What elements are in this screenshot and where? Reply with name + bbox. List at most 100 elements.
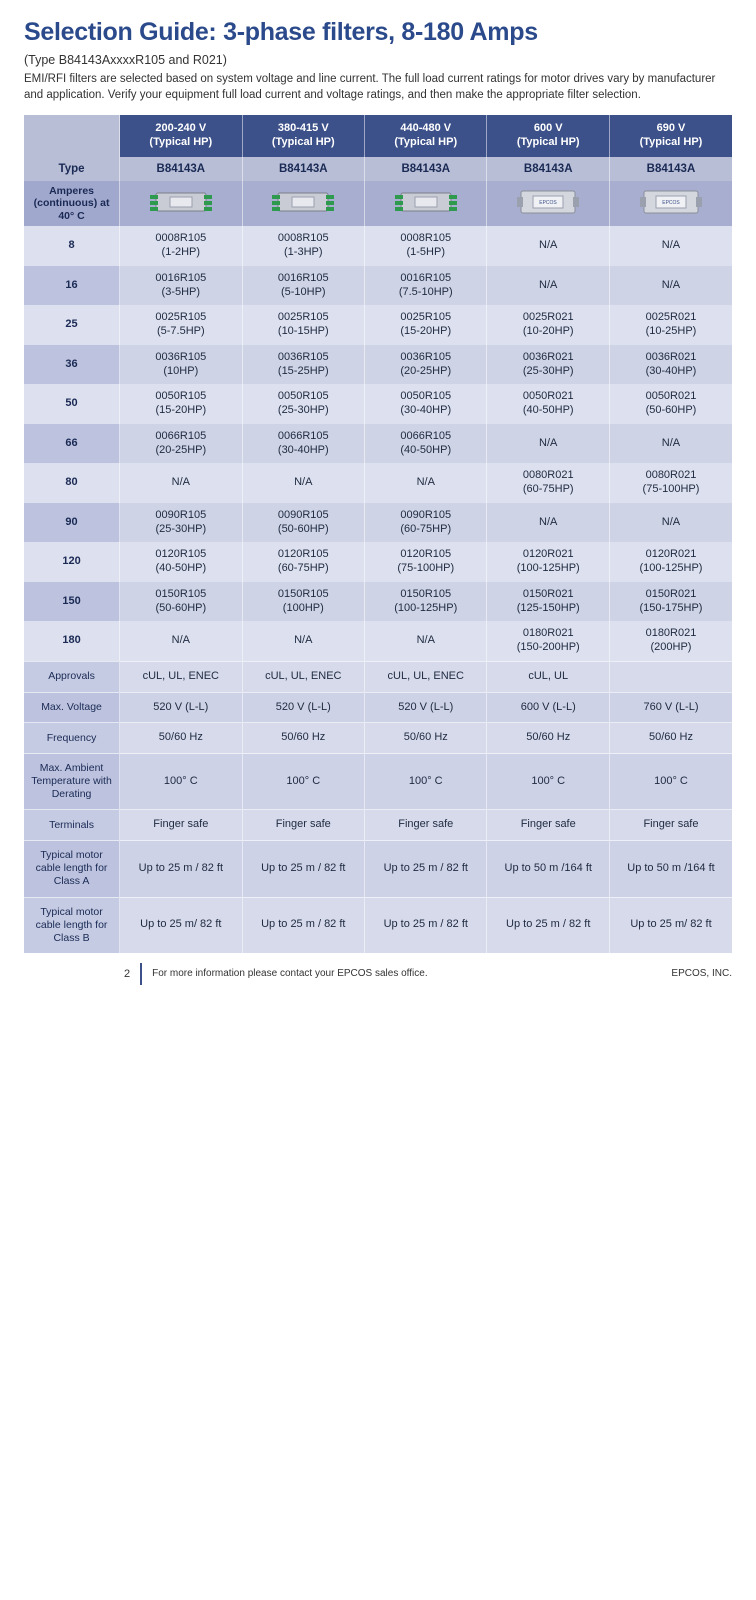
table-cell: 0120R105(60-75HP): [242, 542, 364, 582]
col-header: 200-240 V(Typical HP): [120, 115, 242, 157]
table-cell: 0050R021(40-50HP): [487, 384, 609, 424]
col-header: 380-415 V(Typical HP): [242, 115, 364, 157]
table-row: 80008R105(1-2HP)0008R105(1-3HP)0008R105(…: [24, 226, 732, 266]
table-cell: 50/60 Hz: [120, 723, 242, 754]
table-cell: 0080R021(75-100HP): [609, 463, 732, 503]
filter-image-cell: [365, 181, 487, 227]
table-cell: Up to 25 m / 82 ft: [242, 841, 364, 897]
table-cell: Finger safe: [609, 810, 732, 841]
table-cell: cUL, UL, ENEC: [365, 661, 487, 692]
table-cell: 100° C: [609, 754, 732, 810]
table-cell: 50/60 Hz: [242, 723, 364, 754]
table-cell: N/A: [242, 621, 364, 661]
table-cell: 0180R021(150-200HP): [487, 621, 609, 661]
table-row: TerminalsFinger safeFinger safeFinger sa…: [24, 810, 732, 841]
filter-image-cell: EPCOS: [609, 181, 732, 227]
table-cell: Up to 50 m /164 ft: [609, 841, 732, 897]
table-cell: 520 V (L-L): [120, 692, 242, 723]
table-cell: 0150R021(150-175HP): [609, 582, 732, 622]
filter-image-cell: EPCOS: [487, 181, 609, 227]
table-cell: N/A: [120, 621, 242, 661]
filter-icon: [272, 187, 334, 220]
amp-label: 120: [24, 542, 120, 582]
table-row: 900090R105(25-30HP)0090R105(50-60HP)0090…: [24, 503, 732, 543]
table-row: ApprovalscUL, UL, ENECcUL, UL, ENECcUL, …: [24, 661, 732, 692]
type-cell: B84143A: [365, 157, 487, 181]
spec-rows: ApprovalscUL, UL, ENECcUL, UL, ENECcUL, …: [24, 661, 732, 953]
type-cell: B84143A: [487, 157, 609, 181]
table-row: 180N/AN/AN/A0180R021(150-200HP)0180R021(…: [24, 621, 732, 661]
table-row: 250025R105(5-7.5HP)0025R105(10-15HP)0025…: [24, 305, 732, 345]
table-cell: N/A: [609, 266, 732, 306]
table-cell: Up to 25 m/ 82 ft: [609, 897, 732, 953]
filter-image-cell: [242, 181, 364, 227]
table-cell: 0050R105(25-30HP): [242, 384, 364, 424]
table-cell: 0025R105(5-7.5HP): [120, 305, 242, 345]
table-cell: N/A: [487, 266, 609, 306]
table-cell: N/A: [609, 503, 732, 543]
table-cell: 0120R021(100-125HP): [487, 542, 609, 582]
table-cell: 50/60 Hz: [487, 723, 609, 754]
table-cell: 50/60 Hz: [365, 723, 487, 754]
table-cell: 520 V (L-L): [365, 692, 487, 723]
table-cell: 0025R021(10-20HP): [487, 305, 609, 345]
svg-text:EPCOS: EPCOS: [539, 200, 557, 206]
table-cell: 0025R021(10-25HP): [609, 305, 732, 345]
amp-label: 50: [24, 384, 120, 424]
spec-label: Max. Ambient Temperature with Derating: [24, 754, 120, 810]
table-cell: 0120R021(100-125HP): [609, 542, 732, 582]
table-cell: 0036R105(10HP): [120, 345, 242, 385]
table-row: Typical motor cable length for Class AUp…: [24, 841, 732, 897]
svg-text:EPCOS: EPCOS: [662, 200, 680, 206]
table-cell: cUL, UL, ENEC: [242, 661, 364, 692]
table-cell: 0050R021(50-60HP): [609, 384, 732, 424]
table-cell: cUL, UL, ENEC: [120, 661, 242, 692]
table-cell: N/A: [609, 226, 732, 266]
table-cell: 0016R105(7.5-10HP): [365, 266, 487, 306]
table-cell: 0036R021(25-30HP): [487, 345, 609, 385]
footer-contact: For more information please contact your…: [152, 968, 671, 979]
table-cell: 0016R105(5-10HP): [242, 266, 364, 306]
table-cell: 0050R105(30-40HP): [365, 384, 487, 424]
table-cell: 0090R105(50-60HP): [242, 503, 364, 543]
table-row: 660066R105(20-25HP)0066R105(30-40HP)0066…: [24, 424, 732, 464]
filter-icon: EPCOS: [640, 187, 702, 220]
table-cell: 0180R021(200HP): [609, 621, 732, 661]
table-cell: 0120R105(75-100HP): [365, 542, 487, 582]
table-row: 1200120R105(40-50HP)0120R105(60-75HP)012…: [24, 542, 732, 582]
table-cell: [609, 661, 732, 692]
col-header: 690 V(Typical HP): [609, 115, 732, 157]
amp-label: 25: [24, 305, 120, 345]
col-header: 600 V(Typical HP): [487, 115, 609, 157]
table-cell: N/A: [487, 503, 609, 543]
amp-label: 66: [24, 424, 120, 464]
amp-label: 8: [24, 226, 120, 266]
table-cell: N/A: [242, 463, 364, 503]
amp-label: 36: [24, 345, 120, 385]
table-cell: 0050R105(15-20HP): [120, 384, 242, 424]
filter-icon: [150, 187, 212, 220]
table-cell: 50/60 Hz: [609, 723, 732, 754]
table-cell: 0016R105(3-5HP): [120, 266, 242, 306]
amp-label: 180: [24, 621, 120, 661]
type-cell: B84143A: [120, 157, 242, 181]
table-row: 500050R105(15-20HP)0050R105(25-30HP)0050…: [24, 384, 732, 424]
type-cell: B84143A: [609, 157, 732, 181]
filter-icon: [395, 187, 457, 220]
image-row: Amperes (continuous) at 40° CEPCOSEPCOS: [24, 181, 732, 227]
page-number: 2: [124, 963, 142, 985]
table-cell: 0080R021(60-75HP): [487, 463, 609, 503]
table-cell: 0066R105(30-40HP): [242, 424, 364, 464]
table-cell: Finger safe: [487, 810, 609, 841]
table-cell: Finger safe: [120, 810, 242, 841]
table-cell: 100° C: [487, 754, 609, 810]
table-cell: Up to 50 m /164 ft: [487, 841, 609, 897]
amp-label: 16: [24, 266, 120, 306]
page-title: Selection Guide: 3-phase filters, 8-180 …: [24, 18, 732, 47]
table-cell: 0120R105(40-50HP): [120, 542, 242, 582]
table-row: Max. Ambient Temperature with Derating 10…: [24, 754, 732, 810]
table-cell: 0150R105(100HP): [242, 582, 364, 622]
table-cell: N/A: [609, 424, 732, 464]
table-cell: 0150R105(100-125HP): [365, 582, 487, 622]
table-cell: Up to 25 m / 82 ft: [487, 897, 609, 953]
